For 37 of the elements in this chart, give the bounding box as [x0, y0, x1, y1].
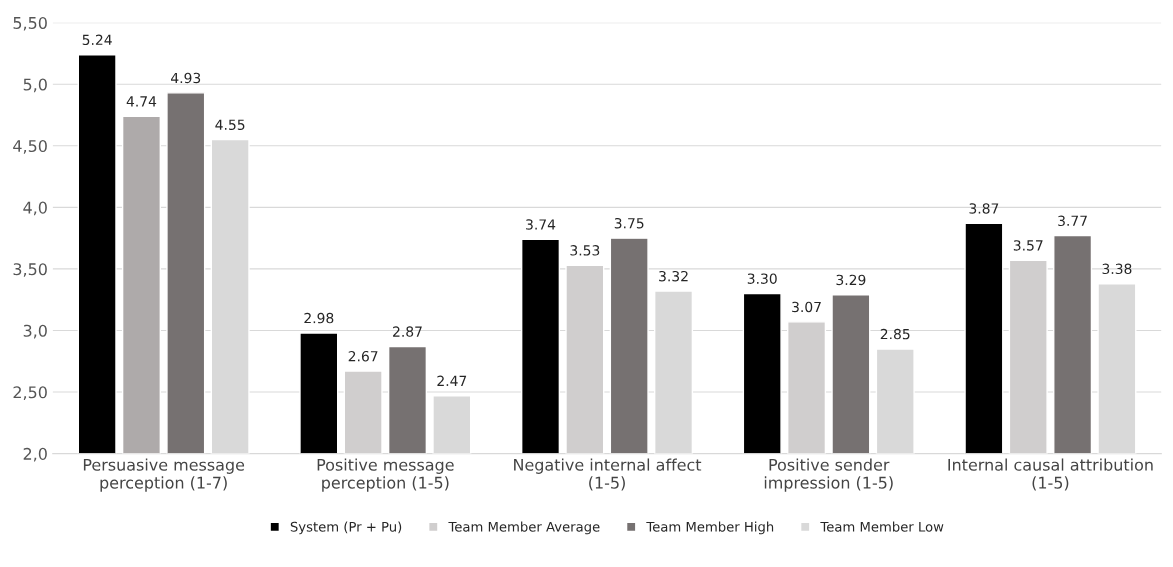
- data-label: 3.29: [836, 274, 866, 286]
- data-label: 2.67: [348, 350, 378, 362]
- data-label: 3.77: [1058, 215, 1087, 227]
- y-tick-label: 5,0: [23, 78, 47, 93]
- data-label: 4.55: [215, 119, 245, 131]
- data-label: 2.87: [393, 326, 422, 337]
- data-label: 3.74: [526, 219, 556, 230]
- x-tick-label: Persuasive message perception (1-7): [83, 458, 245, 492]
- data-label: 4.93: [171, 72, 201, 84]
- data-label: 2.85: [880, 328, 910, 340]
- legend-label: Team Member Low: [820, 521, 944, 532]
- x-tick-label: Positive message perception (1-5): [317, 458, 454, 492]
- y-tick-label: 3,50: [13, 263, 47, 277]
- legend-label: Team Member High: [646, 521, 774, 535]
- y-tick-label: 5,50: [13, 16, 47, 31]
- data-label: 3.53: [570, 245, 600, 256]
- data-label: 3.07: [792, 301, 821, 313]
- data-label: 3.32: [659, 270, 688, 282]
- data-label: 3.87: [969, 203, 999, 214]
- data-label: 5.24: [82, 34, 112, 46]
- y-tick-label: 3,0: [23, 324, 47, 339]
- data-label: 3.38: [1102, 263, 1132, 275]
- y-tick-label: 2,0: [23, 447, 47, 462]
- x-tick-label: Positive sender impression (1-5): [764, 458, 893, 492]
- y-tick-label: 4,50: [13, 140, 47, 154]
- y-tick-label: 4,0: [23, 201, 47, 216]
- legend-label: Team Member Average: [448, 521, 600, 535]
- data-label: 2.47: [437, 375, 467, 386]
- data-label: 3.57: [1013, 240, 1043, 251]
- data-label: 3.30: [747, 273, 777, 284]
- y-tick-label: 2,50: [13, 386, 47, 400]
- x-tick-label: Negative internal affect (1-5): [514, 458, 702, 491]
- data-label: 3.75: [614, 218, 644, 229]
- data-label: 2.98: [304, 312, 334, 324]
- legend-label: System (Pr + Pu): [290, 521, 402, 535]
- data-label: 4.74: [126, 96, 157, 107]
- x-tick-label: Internal causal attribution (1-5): [948, 458, 1153, 491]
